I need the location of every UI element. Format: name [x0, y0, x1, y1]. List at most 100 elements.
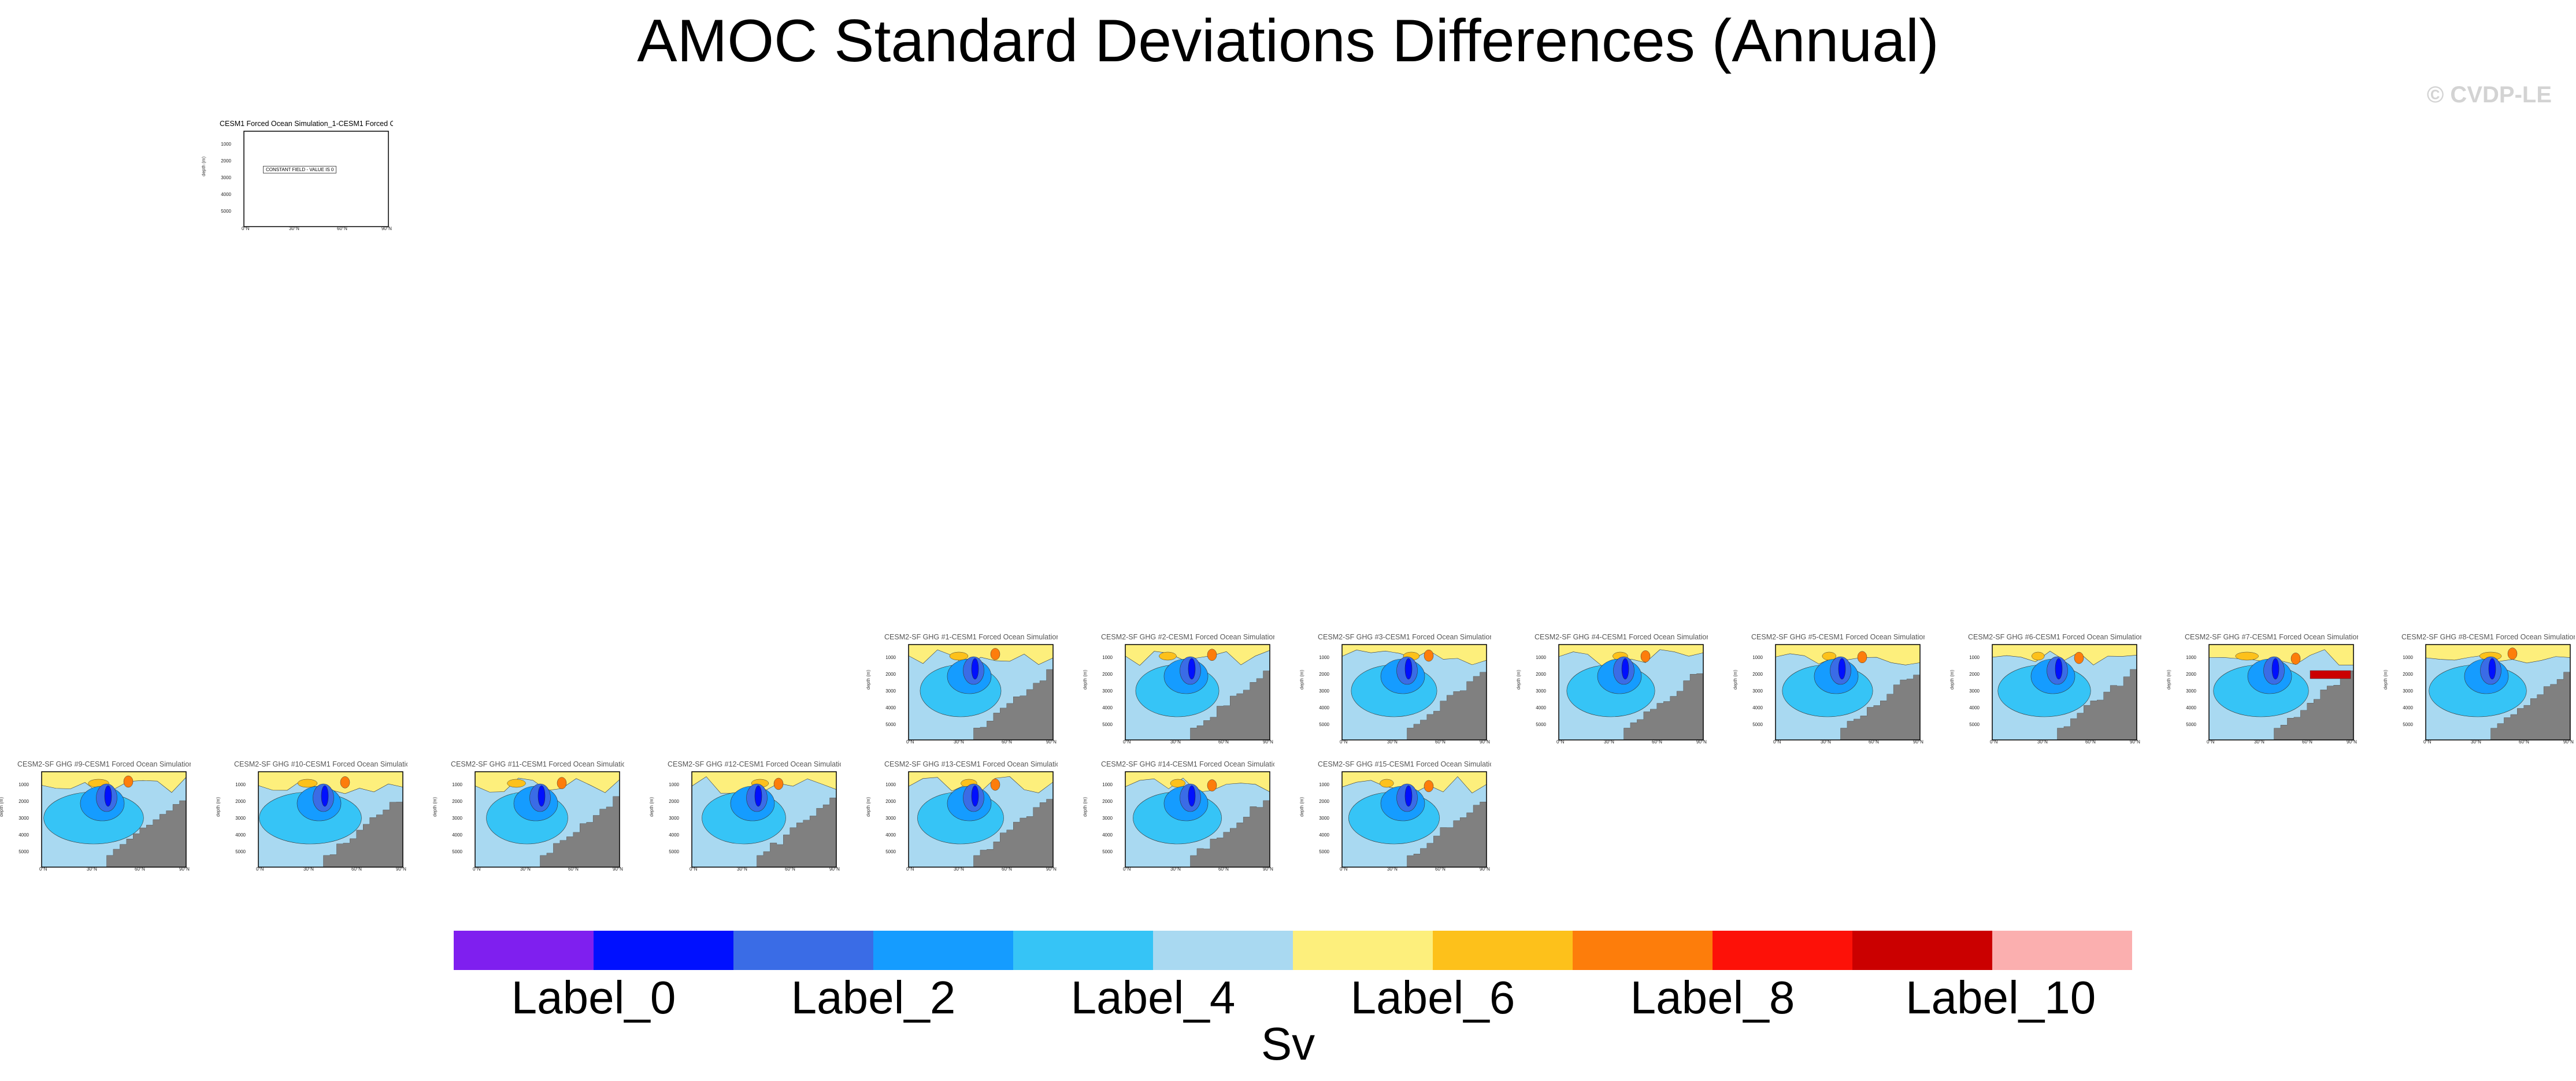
ytick: 5000 [1969, 722, 1980, 727]
xtick: 30°N [1170, 739, 1181, 745]
panel-title: CESM2-SF GHG #1-CESM1 Forced Ocean Simul… [884, 633, 1058, 641]
ytick: 3000 [1319, 688, 1329, 694]
ytick: 2000 [669, 799, 679, 804]
xtick: 30°N [303, 867, 314, 872]
ytick: 2000 [885, 799, 896, 804]
xtick: 30°N [737, 867, 747, 872]
colorbar-segment-0 [454, 931, 594, 970]
xtick: 90°N [1046, 867, 1057, 872]
positive-anomaly-core [990, 648, 1000, 660]
positive-anomaly-core [2507, 647, 2518, 660]
ytick: 4000 [18, 832, 29, 838]
panel-title: CESM1 Forced Ocean Simulation_1-CESM1 Fo… [220, 120, 393, 128]
xtick: 0°N [690, 867, 698, 872]
xtick: 30°N [2471, 739, 2481, 745]
panel-title: CESM2-SF GHG #3-CESM1 Forced Ocean Simul… [1318, 633, 1491, 641]
xtick: 30°N [1387, 867, 1398, 872]
ytick: 2000 [1752, 672, 1763, 677]
colorbar-label: Label_2 [791, 972, 956, 1023]
negative-anomaly-core [1621, 658, 1629, 680]
panel-title: CESM2-SF GHG #2-CESM1 Forced Ocean Simul… [1101, 633, 1274, 641]
panel-frame [1125, 771, 1270, 868]
panel-frame [258, 771, 403, 868]
panel-title: CESM2-SF GHG #12-CESM1 Forced Ocean Simu… [668, 760, 841, 768]
ytick: 1000 [1536, 655, 1546, 660]
colorbar-label: Label_10 [1906, 972, 2096, 1023]
panel-frame [908, 771, 1054, 868]
bathymetry-mask [323, 802, 403, 868]
xtick: 60°N [568, 867, 579, 872]
ytick: 2000 [885, 672, 896, 677]
bathymetry-mask [1190, 671, 1270, 741]
panel-contour-plot [258, 771, 403, 868]
panel-ylabel: depth (m) [866, 797, 871, 817]
xtick: 30°N [1604, 739, 1614, 745]
panel-contour-plot [1558, 644, 1704, 741]
negative-anomaly-core [538, 785, 546, 807]
xtick: 30°N [1387, 739, 1398, 745]
panel-ylabel: depth (m) [1299, 669, 1304, 690]
ytick: 3000 [1969, 688, 1980, 694]
panel-title: CESM2-SF GHG #5-CESM1 Forced Ocean Simul… [1751, 633, 1925, 641]
ytick: 3000 [1102, 688, 1113, 694]
panel-ylabel: depth (m) [1949, 669, 1955, 690]
ytick: 4000 [235, 832, 246, 838]
panel-title: CESM2-SF GHG #10-CESM1 Forced Ocean Simu… [234, 760, 407, 768]
ytick: 5000 [1319, 849, 1329, 854]
ytick: 1000 [1752, 655, 1763, 660]
panel-ylabel: depth (m) [2383, 669, 2388, 690]
panel-frame [475, 771, 620, 868]
ytick: 2000 [1102, 799, 1113, 804]
colorbar-label: Label_8 [1630, 972, 1795, 1023]
xtick: 0°N [39, 867, 47, 872]
ytick: 3000 [1102, 816, 1113, 821]
xtick: 90°N [1480, 867, 1490, 872]
panel-contour-plot [691, 771, 837, 868]
ytick: 4000 [1102, 705, 1113, 710]
colorbar-segment-6 [1293, 931, 1433, 970]
positive-anomaly-core [990, 779, 1000, 791]
positive-anomaly-core [1380, 779, 1394, 788]
ytick: 2000 [235, 799, 246, 804]
ytick: 3000 [1319, 816, 1329, 821]
xtick: 90°N [1263, 739, 1273, 745]
chart-title: AMOC Standard Deviations Differences (An… [637, 8, 1939, 75]
panel-ylabel: depth (m) [201, 156, 206, 176]
panel-contour-plot [2425, 644, 2571, 741]
positive-anomaly-core [2074, 651, 2084, 664]
panel-frame [243, 131, 389, 227]
xtick: 60°N [2302, 739, 2312, 745]
panel-frame [1775, 644, 1921, 741]
colorbar-segment-5 [1153, 931, 1293, 970]
positive-anomaly-core [297, 779, 318, 788]
panel-frame [2425, 644, 2571, 741]
ytick: 1000 [2403, 655, 2413, 660]
panel-7: CESM2-SF GHG #7-CESM1 Forced Ocean Simul… [2166, 633, 2358, 754]
panel-ylabel: depth (m) [432, 797, 438, 817]
ytick: 5000 [2403, 722, 2413, 727]
xtick: 60°N [1869, 739, 1879, 745]
xtick: 0°N [1123, 739, 1131, 745]
xtick: 0°N [2207, 739, 2215, 745]
ytick: 1000 [1102, 655, 1113, 660]
ytick: 4000 [1319, 705, 1329, 710]
negative-anomaly-core [754, 785, 762, 807]
panel-ylabel: depth (m) [1083, 669, 1088, 690]
ytick: 1000 [1319, 782, 1329, 787]
xtick: 90°N [613, 867, 623, 872]
negative-anomaly-core [1188, 658, 1196, 680]
colorbar-segment-2 [733, 931, 873, 970]
ytick: 1000 [452, 782, 462, 787]
colorbar-unit: Sv [1261, 1018, 1315, 1069]
ytick: 2000 [1319, 672, 1329, 677]
ytick: 3000 [452, 816, 462, 821]
bathymetry-mask [757, 797, 837, 868]
xtick: 0°N [1556, 739, 1565, 745]
ytick: 5000 [452, 849, 462, 854]
ytick: 1000 [221, 142, 231, 147]
panel-reference: CESM1 Forced Ocean Simulation_1-CESM1 Fo… [201, 120, 393, 241]
ytick: 4000 [2403, 705, 2413, 710]
xtick: 0°N [1340, 739, 1348, 745]
panel-title: CESM2-SF GHG #13-CESM1 Forced Ocean Simu… [884, 760, 1058, 768]
panel-10: CESM2-SF GHG #10-CESM1 Forced Ocean Simu… [216, 760, 407, 882]
